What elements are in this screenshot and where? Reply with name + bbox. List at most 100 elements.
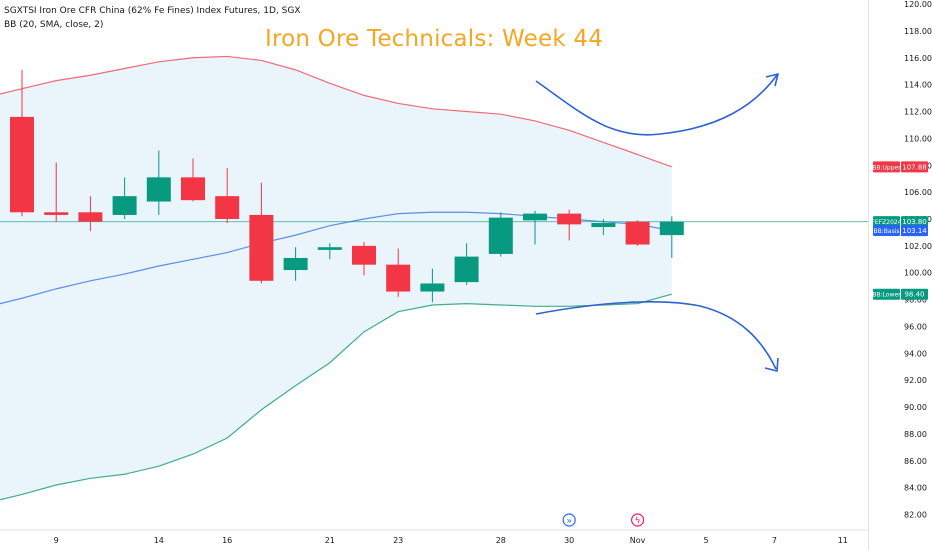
y-tick-label: 88.00 [904,430,927,439]
candle-body [181,177,205,201]
badge-label-box [873,216,900,228]
bb-band-fill [0,56,672,500]
candle [420,268,445,303]
dividend-icon-glyph: » [566,517,572,527]
y-tick-label: 110.00 [904,134,932,143]
candle-body [659,221,684,236]
candle-body [352,245,376,265]
y-tick-label: 86.00 [904,457,927,466]
candle [181,158,205,202]
bb-upper-line [0,55,673,168]
candle [78,196,103,232]
y-tick-label: 116.00 [904,54,932,63]
candle-body [488,217,513,254]
instrument-label: SGXTSI Iron Ore CFR China (62% Fe Fines)… [4,6,301,16]
y-tick-label: 112.00 [904,108,932,117]
candle [659,216,684,258]
x-tick-label: 28 [496,536,506,545]
candle [386,248,411,297]
y-tick-label: 96.00 [904,322,927,331]
up-arrow-curve [535,74,778,136]
candle-body [420,283,445,292]
earnings-icon[interactable]: ϟ [630,513,645,527]
candle [44,162,69,222]
candle-body [591,223,616,228]
x-tick-label: 23 [393,536,403,545]
x-tick-label: 16 [222,536,232,545]
y-tick-label: 90.00 [904,403,927,412]
candle-body [215,196,240,219]
x-tick-label: 21 [325,536,335,545]
down-arrow-curve [535,301,777,370]
y-tick-label: 102.00 [904,242,932,251]
candle-body [146,177,171,202]
badge-value-box [901,161,928,173]
candle [112,177,137,219]
badge-label: BB:Lower [872,292,901,299]
badge-value: 107.88 [902,163,927,171]
candle [249,182,274,284]
candle-body [283,257,308,271]
badge-label: BB:Upper [872,164,901,171]
badge-label-box [873,288,900,300]
badge-label-box [873,225,900,237]
badge-label-box [873,161,900,173]
candle [625,220,650,246]
candle [352,241,376,276]
price-badge[interactable]: BB:Lower 98.40 [872,288,928,300]
x-tick-label: 30 [564,536,574,545]
x-tick-label: 14 [154,536,164,545]
y-tick-label: 84.00 [904,484,927,493]
y-tick-label: 100.00 [904,269,932,278]
y-tick-label: 92.00 [904,376,927,385]
y-tick-label: 106.00 [904,188,932,197]
badge-label: FEFZ2024 [871,219,901,226]
candle-body [317,247,342,250]
dividend-icon[interactable]: » [562,513,576,527]
badge-value: 103.14 [902,227,927,235]
x-tick-label: 11 [838,536,848,545]
price-badge[interactable]: BB:Basis 103.14 [873,225,928,237]
candle-body [386,264,411,292]
badge-label: BB:Basis [874,228,900,235]
badge-value-box [901,288,928,300]
candle-body [112,196,137,215]
candle [283,247,308,281]
candle [317,243,342,260]
candle-body [557,213,582,225]
y-tick-label: 118.00 [904,27,932,36]
bb-lower-line [0,293,672,501]
x-tick-label: 7 [772,536,777,545]
candle-body [249,214,274,281]
candle [146,150,171,215]
candle [454,243,479,285]
y-tick-label: 98.00 [904,296,927,305]
y-tick-label: 82.00 [904,511,927,520]
candle [215,167,240,224]
chart-title: Iron Ore Technicals: Week 44 [264,26,604,52]
earnings-icon-glyph: ϟ [635,517,641,527]
candle [10,69,34,217]
y-tick-label: 114.00 [904,81,932,90]
badge-value: 98.40 [904,291,924,299]
price-badge[interactable]: BB:Upper 107.88 [872,161,928,173]
badge-value-box [901,225,928,237]
earnings-icon-ring [630,513,645,527]
candle [591,218,616,236]
candle [557,209,582,241]
candle [523,210,547,245]
candle-body [523,213,547,221]
x-tick-label: Nov [630,536,646,545]
candle-body [10,116,34,213]
indicator-label[interactable]: BB (20, SMA, close, 2) [4,20,104,30]
y-tick-label: 120.00 [904,0,932,9]
x-tick-label: 9 [54,536,59,545]
dividend-icon-ring [562,513,576,527]
badge-value: 103.80 [902,218,927,226]
candle-body [78,212,103,222]
y-tick-label: 94.00 [904,349,927,358]
x-tick-label: 5 [703,536,708,545]
up-arrow-head-icon [765,73,779,87]
